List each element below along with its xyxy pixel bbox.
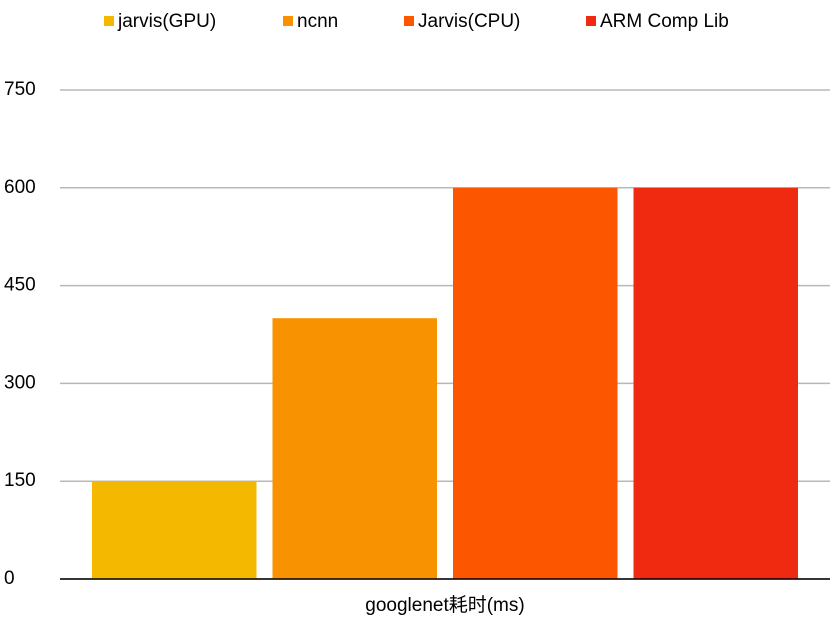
y-tick-label: 150 xyxy=(4,470,36,491)
legend-label: ARM Comp Lib xyxy=(600,11,729,32)
legend-label: ncnn xyxy=(297,11,338,32)
y-tick-label: 0 xyxy=(4,568,15,589)
bar xyxy=(272,318,437,579)
bar xyxy=(633,187,798,580)
x-tick-label: googlenet耗时(ms) xyxy=(365,594,524,616)
legend-swatch xyxy=(104,16,114,26)
y-tick-label: 750 xyxy=(4,79,36,100)
legend-swatch xyxy=(586,16,596,26)
y-tick-label: 450 xyxy=(4,275,36,296)
y-tick-label: 600 xyxy=(4,177,36,198)
legend-label: Jarvis(CPU) xyxy=(418,11,520,32)
legend-swatch xyxy=(404,16,414,26)
y-tick-label: 300 xyxy=(4,372,36,393)
legend-swatch xyxy=(283,16,293,26)
bar xyxy=(453,187,618,580)
bar xyxy=(92,481,257,579)
legend-label: jarvis(GPU) xyxy=(117,11,216,32)
